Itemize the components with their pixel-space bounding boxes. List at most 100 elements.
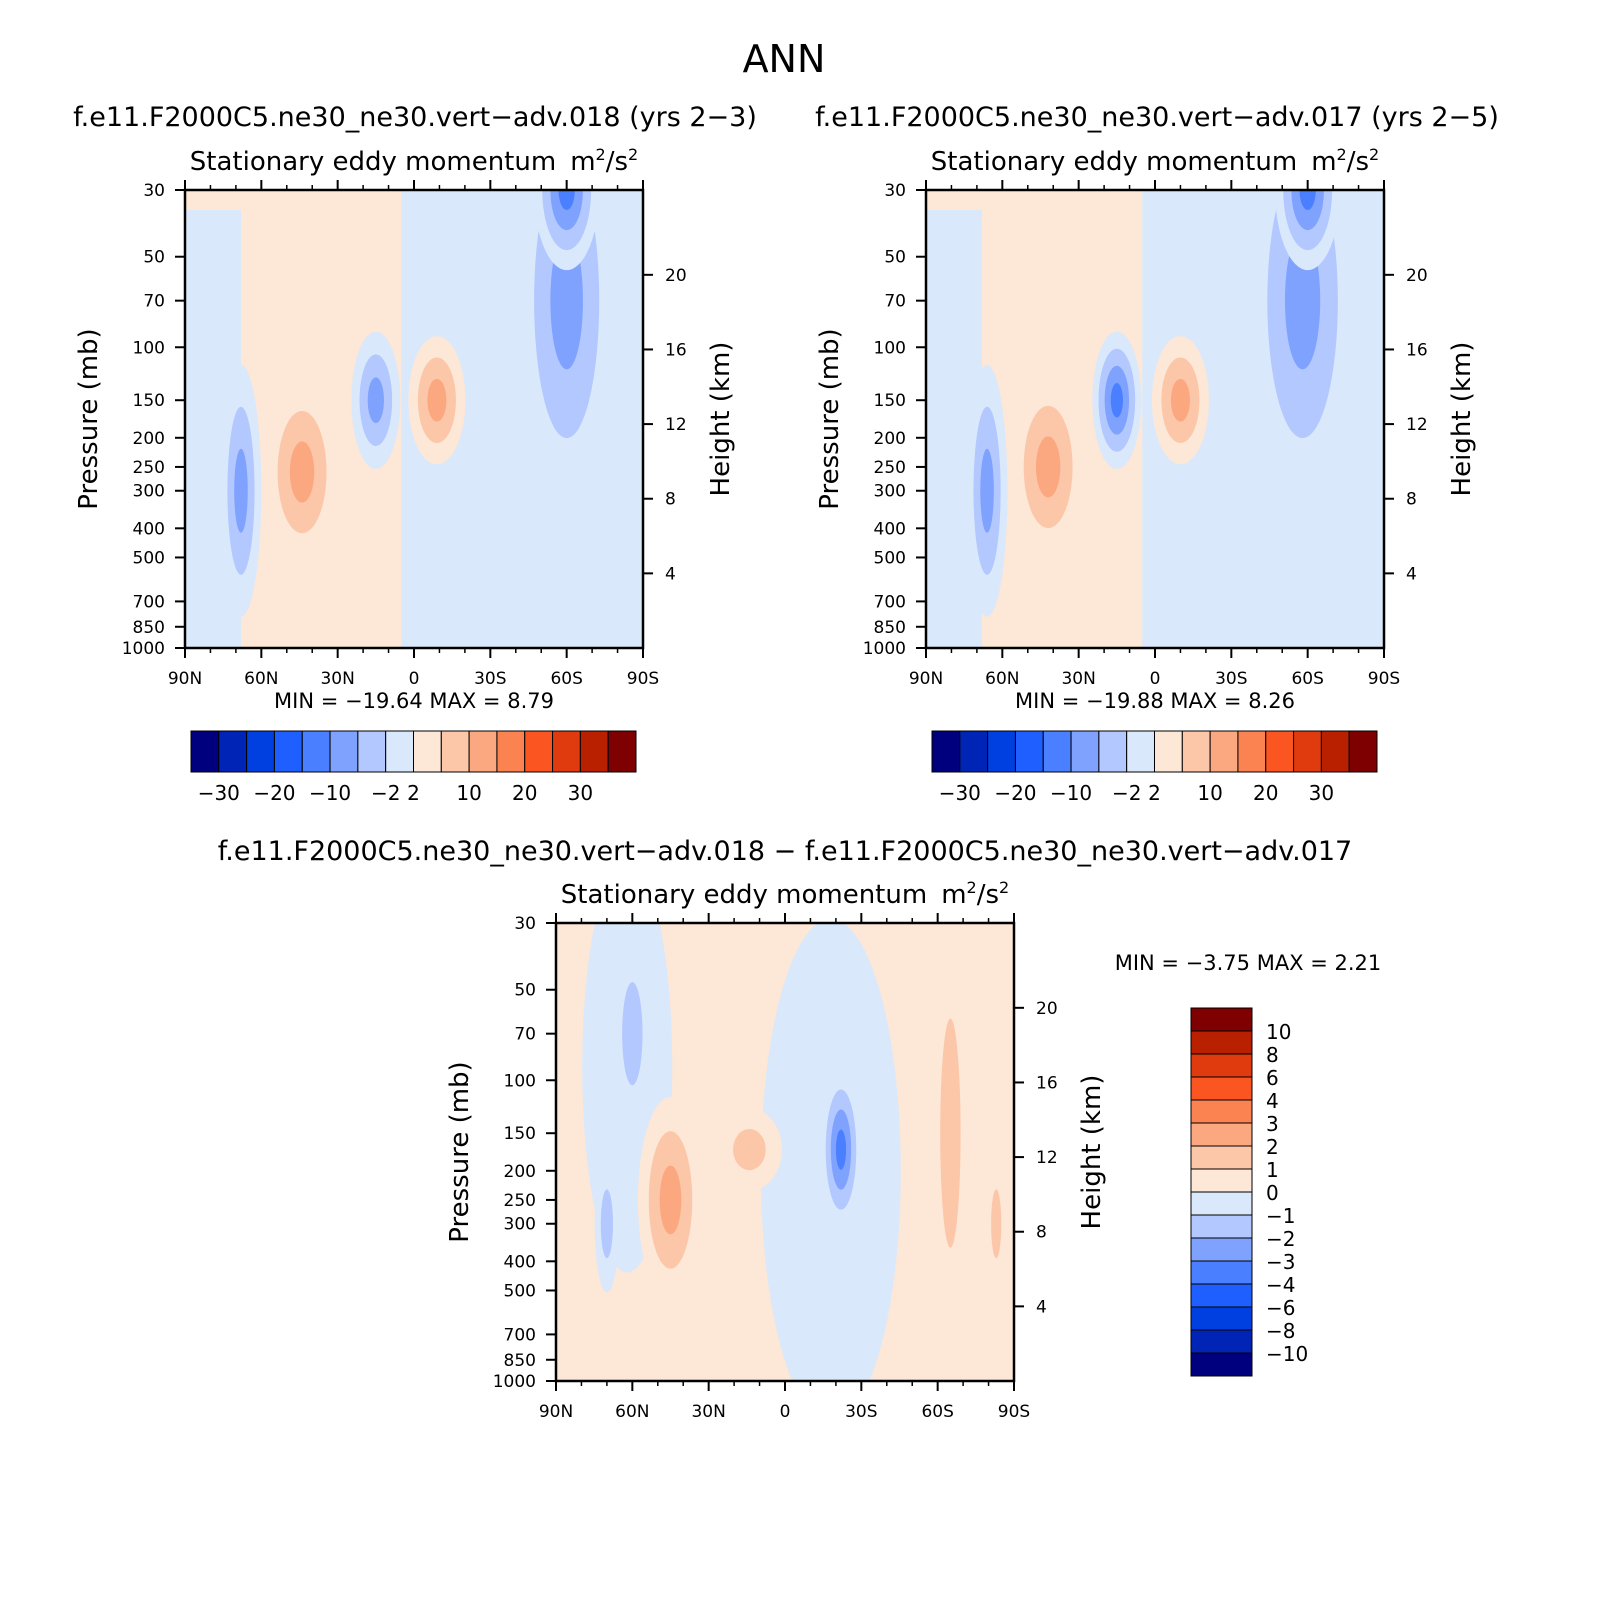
y-tick-label: 400 [133,519,165,539]
x-tick-label: 90S [1368,669,1400,689]
colorbar-swatch [385,730,414,773]
colorbar-swatch [1190,1191,1253,1216]
units-text: m [1311,147,1336,177]
colorbar-swatch [524,730,554,773]
contour-band [659,1165,682,1235]
y-tick-label: 50 [143,248,165,268]
y-tick-label: 1000 [493,1372,536,1392]
colorbar-label: −2 [1266,1227,1295,1251]
colorbar-label: 3 [1266,1112,1279,1136]
panel-3: f.e11.F2000C5.ne30_ne30.vert−adv.018 − f… [218,836,1382,1422]
colorbar-label: −4 [1266,1273,1295,1297]
x-tick-label: 0 [1150,669,1161,689]
y-tick-label: 250 [874,458,906,478]
y-right-tick-label: 8 [1036,1223,1047,1243]
colorbar-swatch [246,730,275,773]
colorbar-swatch [1190,1007,1253,1032]
colorbar-swatch [1126,730,1155,773]
y-tick-label: 700 [874,592,906,612]
plot-title-text: Stationary eddy momentum [931,147,1297,177]
units-sup: 2 [1337,145,1347,164]
contour-band [1035,436,1061,498]
y-right-tick-label: 8 [665,490,676,510]
colorbar-swatch [1348,730,1378,773]
colorbar-label: 30 [1309,781,1334,805]
colorbar-label: −10 [1266,1342,1308,1366]
colorbar-label: −20 [994,781,1036,805]
y-axis-label-right: Height (km) [1077,1075,1107,1230]
contour-field [926,190,1384,648]
colorbar-swatch [496,730,526,773]
case-title: f.e11.F2000C5.ne30_ne30.vert−adv.018 − f… [218,836,1353,867]
y-tick-label: 70 [143,292,165,312]
y-tick-label: 400 [874,519,906,539]
colorbar-label: 0 [1266,1181,1279,1205]
y-axis-label-right: Height (km) [1447,342,1477,497]
y-right-tick-label: 16 [1036,1073,1058,1093]
contour-band [367,377,384,424]
x-tick-label: 0 [409,669,420,689]
min-max-label: MIN = −19.64 MAX = 8.79 [274,689,554,713]
y-right-tick-label: 16 [665,340,687,360]
y-tick-label: 150 [874,391,906,411]
y-tick-label: 850 [504,1351,536,1371]
min-max-label: MIN = −19.88 MAX = 8.26 [1015,689,1295,713]
y-axis-label: Pressure (mb) [815,328,845,509]
contour-band [622,982,643,1086]
y-tick-label: 100 [133,338,165,358]
colorbar-label: −2 [1112,781,1141,805]
x-tick-label: 60S [1291,669,1323,689]
panels: f.e11.F2000C5.ne30_ne30.vert−adv.018 (yr… [73,102,1499,1422]
plot-title: Stationary eddy momentum m2/s2 [561,878,1009,910]
x-tick-label: 90S [627,669,659,689]
y-tick-label: 200 [504,1162,536,1182]
colorbar-label: 2 [407,781,420,805]
colorbar-label: −10 [309,781,351,805]
y-right-tick-label: 4 [1406,564,1417,584]
units-text: m [570,147,595,177]
contour-field [185,190,643,648]
y-right-tick-label: 16 [1406,340,1428,360]
y-tick-label: 500 [504,1281,536,1301]
y-axis-label-right: Height (km) [706,342,736,497]
colorbar-label: 6 [1266,1066,1279,1090]
y-right-tick-label: 20 [665,266,687,286]
contour-band [980,448,994,533]
y-tick-label: 70 [514,1025,536,1045]
colorbar-label: −3 [1266,1250,1295,1274]
colorbar-swatch [1014,730,1044,773]
colorbar-swatch [987,730,1016,773]
y-tick-label: 500 [133,548,165,568]
colorbar-swatch [1190,1053,1253,1078]
colorbar-swatch [1042,730,1072,773]
contour-band [427,378,447,422]
y-tick-label: 300 [504,1215,536,1235]
colorbar-swatch [1070,730,1100,773]
x-tick-label: 30S [845,1402,877,1422]
colorbar-swatch [301,730,331,773]
colorbar-swatch [1237,730,1267,773]
y-right-tick-label: 12 [1036,1148,1058,1168]
y-tick-label: 50 [514,981,536,1001]
y-tick-label: 50 [884,248,906,268]
y-tick-label: 30 [143,181,165,201]
colorbar-swatch [552,730,581,773]
units-text: m [941,880,966,910]
colorbar-swatch [329,730,359,773]
colorbar-swatch [1190,1352,1253,1377]
panel-2: f.e11.F2000C5.ne30_ne30.vert−adv.017 (yr… [815,102,1499,805]
colorbar-swatch [1320,730,1350,773]
colorbar-swatch [1190,1122,1253,1147]
y-right-tick-label: 4 [665,564,676,584]
y-axis-label: Pressure (mb) [445,1061,475,1242]
contour-band [733,1128,766,1171]
colorbar: −30 −20 −10 −2 2 10 20 30 [931,730,1378,805]
y-tick-label: 30 [884,181,906,201]
contour-band [1299,190,1316,211]
colorbar-swatch [1190,1099,1253,1124]
contour-band [991,1189,1002,1259]
colorbar-swatch [1190,1260,1253,1285]
x-tick-label: 0 [780,1402,791,1422]
x-tick-label: 60N [615,1402,649,1422]
